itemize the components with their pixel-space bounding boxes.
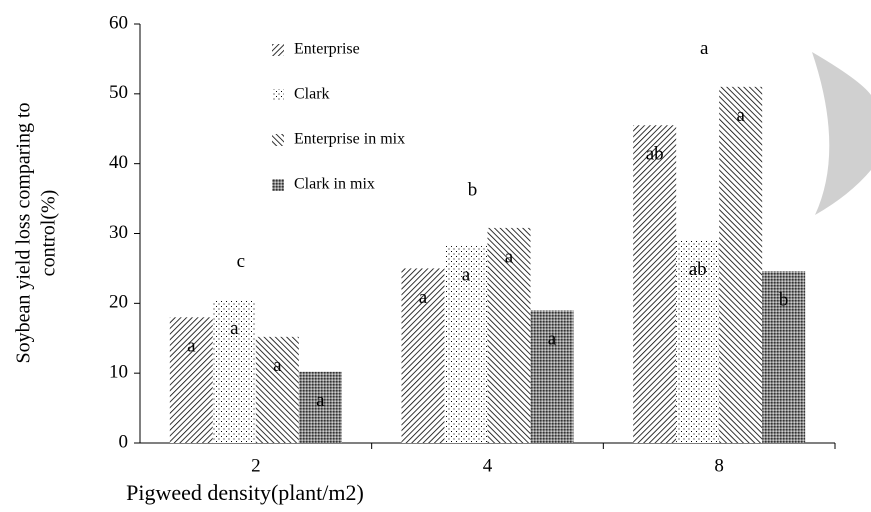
- bar-letter: a: [548, 329, 557, 350]
- bar: [719, 86, 763, 443]
- bar-letter: a: [316, 390, 325, 411]
- bar: [633, 125, 677, 443]
- x-tick-label: 8: [714, 455, 724, 476]
- y-tick-label: 40: [109, 152, 128, 173]
- y-axis-title: Soybean yield loss comparing to: [13, 102, 35, 363]
- bar: [530, 310, 574, 443]
- bar-letter: ab: [646, 144, 664, 165]
- legend-label: Clark: [294, 86, 330, 103]
- legend-label: Enterprise: [294, 41, 360, 58]
- bar-letter: a: [273, 355, 282, 376]
- legend-swatch: [272, 44, 284, 56]
- bar-letter: a: [505, 246, 514, 267]
- group-letter: b: [468, 179, 478, 200]
- bar-letter: b: [779, 290, 789, 311]
- y-tick-label: 50: [109, 82, 128, 103]
- legend-swatch: [272, 89, 284, 101]
- bar: [487, 227, 531, 443]
- bar: [255, 336, 299, 443]
- legend-swatch: [272, 134, 284, 146]
- y-tick-label: 0: [119, 431, 129, 452]
- y-tick-label: 20: [109, 292, 128, 313]
- bar: [444, 246, 488, 443]
- bar: [169, 317, 213, 443]
- legend-swatch: [272, 179, 284, 191]
- y-tick-label: 60: [109, 12, 128, 33]
- bar: [676, 240, 720, 443]
- bar-letter: a: [736, 105, 745, 126]
- bar-letter: a: [462, 264, 471, 285]
- group-letter: a: [700, 38, 709, 59]
- bar-letter: ab: [689, 259, 707, 280]
- bar: [762, 271, 806, 443]
- x-tick-label: 4: [483, 455, 493, 476]
- x-tick-label: 2: [251, 455, 261, 476]
- bar-letter: a: [187, 336, 196, 357]
- x-axis-title: Pigweed density(plant/m2): [126, 480, 364, 505]
- bar-letter: a: [230, 318, 239, 339]
- group-letter: c: [237, 251, 245, 272]
- legend-label: Enterprise in mix: [294, 131, 405, 148]
- bar: [298, 371, 342, 443]
- bar: [401, 268, 445, 443]
- bar-letter: a: [419, 287, 428, 308]
- legend-label: Clark in mix: [294, 176, 375, 193]
- y-tick-label: 10: [109, 362, 128, 383]
- decoration: [812, 52, 871, 215]
- y-tick-label: 30: [109, 222, 128, 243]
- bar: [212, 299, 256, 443]
- y-axis-title: control(%): [38, 190, 60, 277]
